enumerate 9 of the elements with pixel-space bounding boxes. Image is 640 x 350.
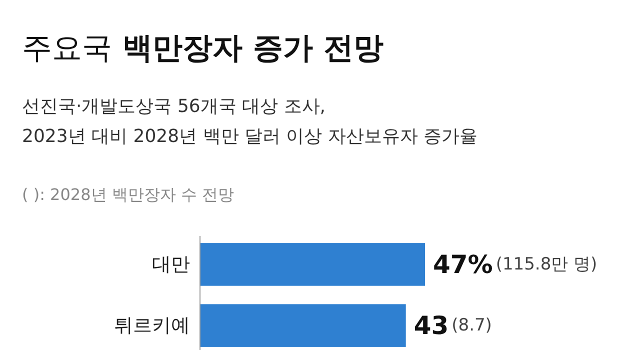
data-label: 43 bbox=[414, 311, 449, 340]
chart-title: 주요국 백만장자 증가 전망 bbox=[22, 31, 384, 66]
y-tick-label: 튀르키예 bbox=[114, 314, 190, 337]
text: ( ): 2028년 백만장자 수 전망 bbox=[22, 185, 234, 204]
text: (115.8만 명) bbox=[496, 254, 598, 274]
text: (8.7) bbox=[452, 316, 492, 336]
y-tick-label: 대만 bbox=[152, 253, 190, 276]
chart-subtitle: 선진국·개발도상국 56개국 대상 조사, 2023년 대비 2028년 백만 달러 이상 자산보유자 증가율 bbox=[22, 96, 478, 147]
data-label: 47% bbox=[433, 250, 493, 279]
